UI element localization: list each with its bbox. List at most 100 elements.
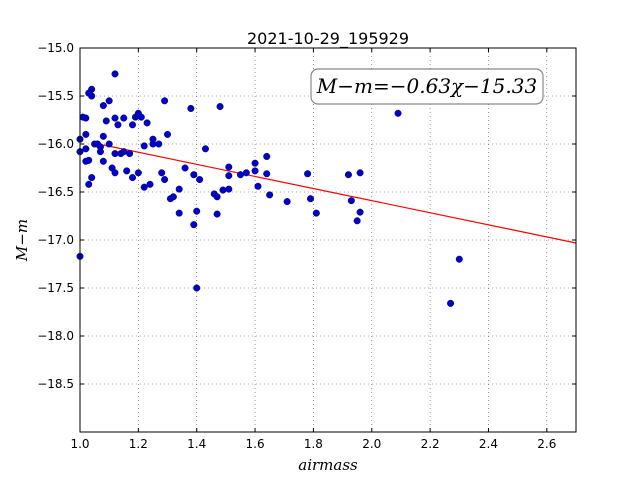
x-tick-label: 2.0 bbox=[362, 437, 381, 451]
data-point bbox=[266, 191, 274, 199]
data-point bbox=[306, 195, 314, 203]
x-tick-label: 1.0 bbox=[70, 437, 89, 451]
data-point bbox=[304, 170, 312, 178]
data-point bbox=[99, 157, 107, 165]
data-point bbox=[236, 171, 244, 179]
data-point bbox=[213, 210, 221, 218]
data-point bbox=[251, 159, 259, 167]
data-point bbox=[126, 150, 134, 158]
data-point bbox=[283, 198, 291, 206]
x-tick-label: 1.4 bbox=[187, 437, 206, 451]
data-point bbox=[196, 176, 204, 184]
y-tick-label: −16.5 bbox=[37, 185, 74, 199]
data-point bbox=[143, 119, 151, 127]
fit-line bbox=[103, 144, 577, 244]
data-point bbox=[344, 171, 352, 179]
y-tick-label: −15.5 bbox=[37, 89, 74, 103]
grid-layer bbox=[79, 47, 576, 432]
data-point bbox=[181, 164, 189, 172]
y-tick-label: −18.5 bbox=[37, 377, 74, 391]
data-point bbox=[140, 183, 148, 191]
data-point bbox=[85, 180, 93, 188]
data-point bbox=[120, 148, 128, 156]
data-point bbox=[193, 207, 201, 215]
data-point bbox=[254, 182, 262, 190]
data-point bbox=[193, 284, 201, 292]
data-point bbox=[190, 221, 198, 229]
data-point bbox=[140, 142, 148, 150]
data-point bbox=[102, 117, 110, 125]
x-tick-label: 2.2 bbox=[421, 437, 440, 451]
x-tick-label: 1.2 bbox=[129, 437, 148, 451]
data-point bbox=[356, 169, 364, 177]
data-point bbox=[111, 114, 119, 122]
data-point bbox=[225, 172, 233, 180]
data-point bbox=[175, 185, 183, 193]
data-point bbox=[169, 193, 177, 201]
data-point bbox=[158, 169, 166, 177]
data-point bbox=[161, 97, 169, 105]
data-point bbox=[82, 145, 90, 153]
data-point bbox=[88, 92, 96, 100]
data-point bbox=[79, 113, 87, 121]
data-point bbox=[356, 208, 364, 216]
data-point bbox=[82, 130, 90, 138]
data-points-layer bbox=[76, 70, 463, 307]
data-point bbox=[120, 114, 128, 122]
x-tick-label: 2.6 bbox=[537, 437, 556, 451]
data-point bbox=[161, 176, 169, 184]
fit-equation-text: M−m=−0.63χ−15.33 bbox=[316, 74, 537, 98]
data-point bbox=[312, 209, 320, 217]
data-point bbox=[99, 132, 107, 140]
data-point bbox=[149, 135, 157, 143]
data-point bbox=[134, 169, 142, 177]
fit-equation-box: M−m=−0.63χ−15.33 bbox=[310, 68, 544, 105]
data-point bbox=[164, 130, 172, 138]
data-point bbox=[88, 85, 96, 93]
data-point bbox=[85, 156, 93, 164]
y-tick-label: −18.0 bbox=[37, 329, 74, 343]
data-point bbox=[201, 145, 209, 153]
data-point bbox=[347, 197, 355, 205]
x-tick-label: 2.4 bbox=[479, 437, 498, 451]
data-point bbox=[114, 121, 122, 129]
data-point bbox=[353, 217, 361, 225]
data-point bbox=[447, 299, 455, 307]
data-point bbox=[105, 97, 113, 105]
data-point bbox=[187, 104, 195, 112]
data-point bbox=[105, 140, 113, 148]
annotation-box bbox=[310, 68, 544, 105]
data-point bbox=[225, 163, 233, 171]
data-point bbox=[216, 103, 224, 111]
y-tick-label: −15.0 bbox=[37, 41, 74, 55]
data-point bbox=[123, 167, 131, 175]
data-point bbox=[155, 140, 163, 148]
data-point bbox=[129, 174, 137, 182]
data-point bbox=[111, 169, 119, 177]
x-tick-label: 1.6 bbox=[246, 437, 265, 451]
data-point bbox=[96, 148, 104, 156]
data-point bbox=[242, 169, 250, 177]
data-point bbox=[213, 193, 221, 201]
x-tick-label: 1.8 bbox=[304, 437, 323, 451]
data-point bbox=[394, 109, 402, 117]
y-tick-label: −16.0 bbox=[37, 137, 74, 151]
y-tick-label: −17.5 bbox=[37, 281, 74, 295]
data-point bbox=[146, 180, 154, 188]
data-point bbox=[88, 174, 96, 182]
data-point bbox=[111, 150, 119, 158]
data-point bbox=[111, 70, 119, 78]
x-axis-label: airmass bbox=[298, 456, 358, 474]
chart-title: 2021-10-29_195929 bbox=[247, 29, 409, 49]
data-point bbox=[175, 209, 183, 217]
data-point bbox=[263, 170, 271, 178]
data-point bbox=[129, 121, 137, 129]
data-point bbox=[219, 186, 227, 194]
data-point bbox=[225, 185, 233, 193]
data-point bbox=[263, 152, 271, 160]
ticks-layer: 1.0 1.2 1.4 1.6 1.8 2.0 2.2 2.4 2.6 −15.0 −15.5 −16… bbox=[37, 41, 576, 451]
data-point bbox=[455, 255, 463, 263]
data-point bbox=[137, 113, 145, 121]
y-tick-label: −17.0 bbox=[37, 233, 74, 247]
